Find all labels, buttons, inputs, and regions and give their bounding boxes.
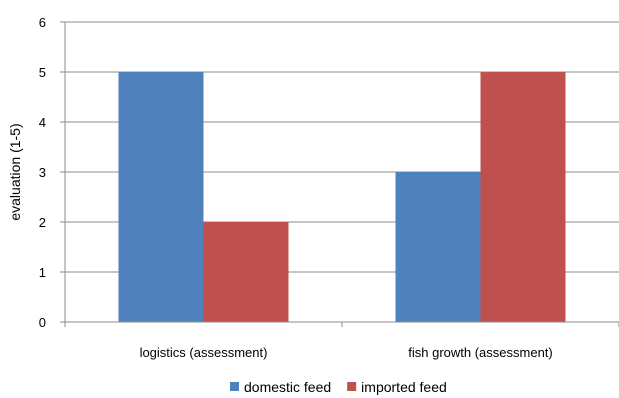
y-axis-ticks: 0 1 2 3 4 5 6 [39, 15, 65, 330]
y-tick-label: 6 [39, 15, 46, 30]
y-tick-label: 1 [39, 265, 46, 280]
bar-domestic-feed [395, 172, 481, 322]
y-tick-label: 5 [39, 65, 46, 80]
x-tick-label: logistics (assessment) [140, 345, 268, 360]
bars [118, 72, 566, 322]
x-axis-tick-labels: logistics (assessment) fish growth (asses… [140, 345, 553, 360]
legend-label: domestic feed [244, 379, 331, 395]
x-axis [64, 22, 619, 327]
legend: domestic feed imported feed [230, 379, 447, 395]
legend-swatch [347, 382, 357, 391]
y-tick-label: 0 [39, 315, 46, 330]
y-tick-label: 2 [39, 215, 46, 230]
y-tick-label: 3 [39, 165, 46, 180]
x-tick-label: fish growth (assessment) [408, 345, 553, 360]
legend-label: imported feed [361, 379, 447, 395]
bar-imported-feed [480, 72, 566, 322]
y-axis-title: evaluation (1-5) [7, 123, 23, 220]
bar-imported-feed [203, 222, 289, 322]
y-tick-label: 4 [39, 115, 46, 130]
legend-swatch [230, 382, 239, 391]
bar-domestic-feed [118, 72, 204, 322]
